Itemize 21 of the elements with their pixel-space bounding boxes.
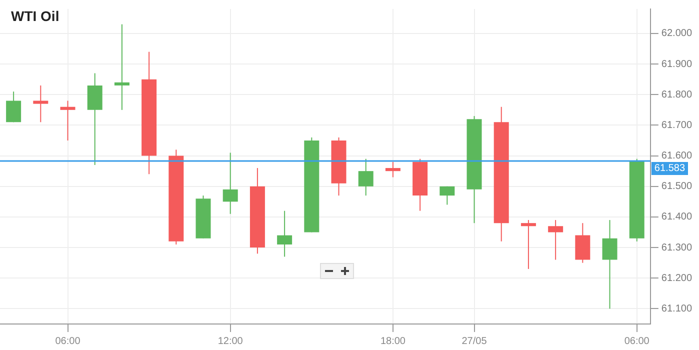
y-tick-label: 61.500 bbox=[661, 181, 692, 192]
y-tick-label: 61.100 bbox=[661, 303, 692, 314]
y-tick-label: 61.700 bbox=[661, 120, 692, 131]
y-tick-label: 61.400 bbox=[661, 212, 692, 223]
y-tick-label: 61.800 bbox=[661, 89, 692, 100]
candlestick bbox=[520, 220, 536, 269]
x-tick-label: 18:00 bbox=[380, 336, 406, 347]
candlestick bbox=[60, 100, 76, 141]
y-tick-label: 61.600 bbox=[661, 150, 692, 162]
x-tick-label: 12:00 bbox=[218, 336, 244, 347]
x-tick-label: 27/05 bbox=[462, 336, 488, 347]
y-tick-label: 61.200 bbox=[661, 272, 692, 284]
ref-line-label: 61.583 bbox=[654, 163, 686, 174]
candlestick bbox=[33, 85, 48, 122]
chart-title: WTI Oil bbox=[11, 8, 60, 24]
y-tick-label: 61.900 bbox=[661, 58, 692, 70]
x-tick-label: 06:00 bbox=[624, 336, 650, 347]
y-tick-label: 61.300 bbox=[661, 242, 692, 254]
candlestick bbox=[114, 24, 130, 110]
y-tick-label: 62.000 bbox=[661, 28, 692, 40]
x-tick-label: 06:00 bbox=[55, 336, 81, 347]
